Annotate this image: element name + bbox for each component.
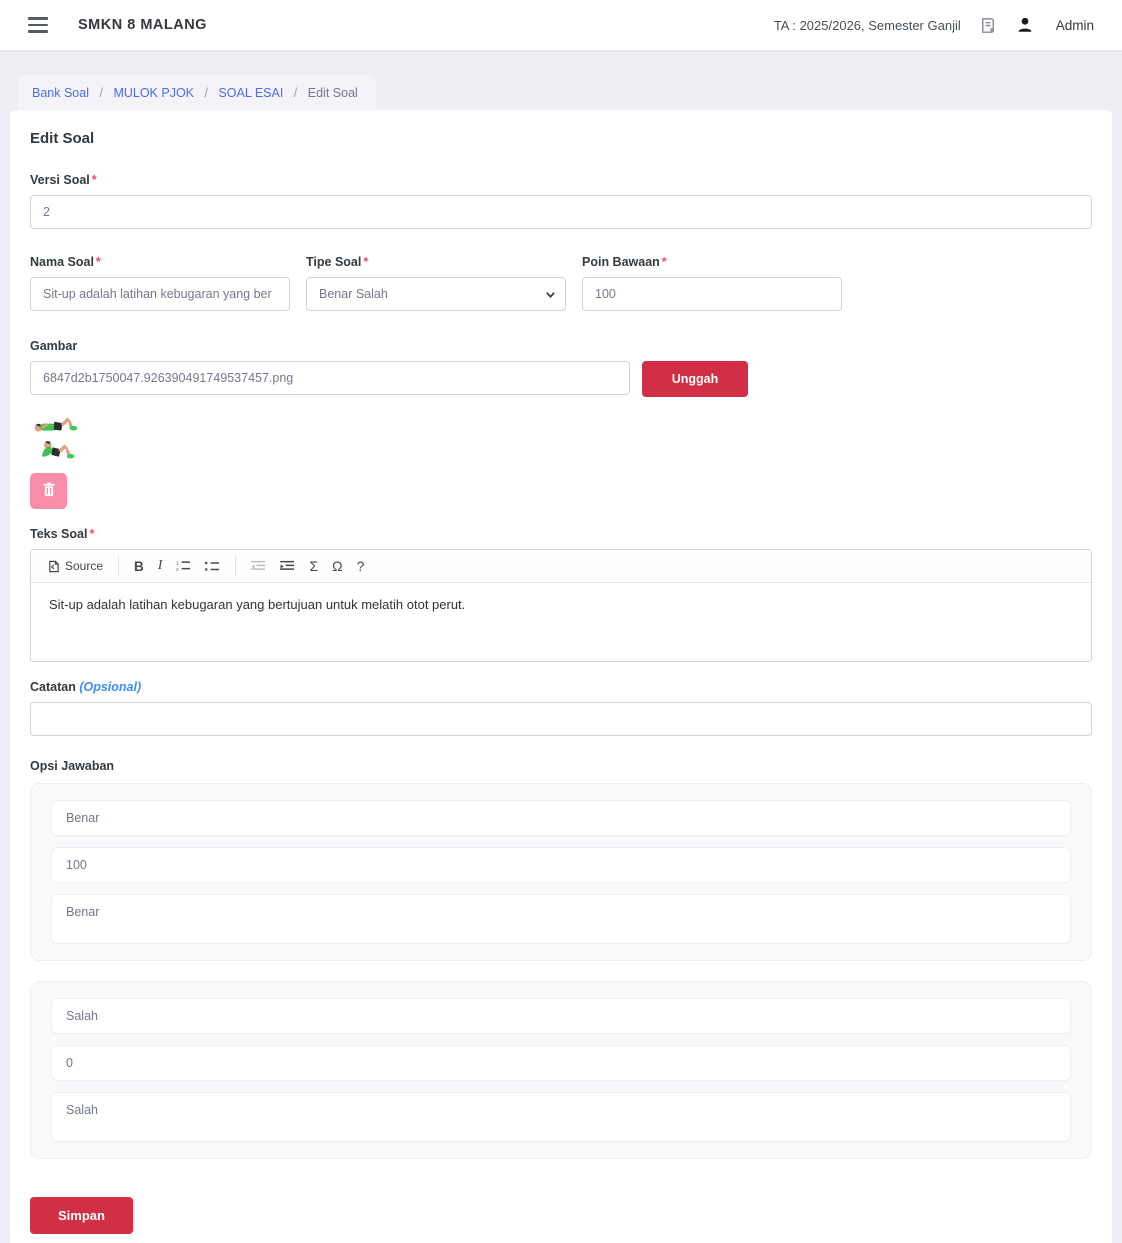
simpan-button[interactable]: Simpan xyxy=(30,1197,133,1234)
outdent-icon xyxy=(251,560,266,570)
opsi-jawaban-label: Opsi Jawaban xyxy=(30,759,115,773)
breadcrumb-link-bank-soal[interactable]: Bank Soal xyxy=(32,86,89,100)
outdent-button xyxy=(245,557,272,576)
catatan-label: Catatan (Opsional) xyxy=(30,680,142,694)
hamburger-menu-icon[interactable] xyxy=(28,17,48,33)
toolbar-divider xyxy=(118,556,120,576)
rich-text-editor: Source B I 1 2 xyxy=(30,549,1092,662)
math-formula-button[interactable]: Σ xyxy=(303,555,324,577)
source-icon xyxy=(49,560,59,572)
svg-text:1: 1 xyxy=(177,560,180,565)
delete-image-button[interactable] xyxy=(30,473,67,509)
user-name[interactable]: Admin xyxy=(1055,17,1094,33)
numbered-list-icon: 1 2 xyxy=(177,560,191,572)
required-asterisk: * xyxy=(363,255,369,269)
numbered-list-button[interactable]: 1 2 xyxy=(170,557,197,576)
soal-image-thumbnail xyxy=(34,417,78,459)
teks-soal-label: Teks Soal * xyxy=(30,527,95,541)
breadcrumb-separator: / xyxy=(204,86,208,100)
unggah-button[interactable]: Unggah xyxy=(642,361,748,397)
option-point-input[interactable] xyxy=(51,847,1071,883)
poin-bawaan-label: Poin Bawaan * xyxy=(582,255,667,269)
breadcrumb-current: Edit Soal xyxy=(307,86,358,100)
user-avatar-icon[interactable] xyxy=(1016,16,1034,34)
toolbar-divider xyxy=(235,556,237,576)
catatan-textarea[interactable] xyxy=(30,702,1092,736)
tipe-soal-select[interactable]: Benar Salah xyxy=(306,277,566,311)
required-asterisk: * xyxy=(95,255,101,269)
bulleted-list-button[interactable] xyxy=(199,557,226,576)
bold-button[interactable]: B xyxy=(128,556,150,577)
answer-option-group: Salah xyxy=(30,981,1092,1159)
required-asterisk: * xyxy=(91,173,97,187)
versi-soal-label: Versi Soal * xyxy=(30,173,97,187)
gambar-label: Gambar xyxy=(30,339,78,353)
gambar-filename-input[interactable] xyxy=(30,361,630,395)
option-label-input[interactable] xyxy=(51,998,1071,1034)
required-asterisk: * xyxy=(89,527,95,541)
option-text-textarea[interactable]: Benar xyxy=(51,894,1071,944)
versi-soal-input xyxy=(30,195,1092,229)
required-asterisk: * xyxy=(661,255,667,269)
topbar: SMKN 8 MALANG TA : 2025/2026, Semester G… xyxy=(0,0,1122,50)
page-title: Edit Soal xyxy=(30,130,95,147)
edit-soal-card: Edit Soal Versi Soal* Nama Soal* Tipe So… xyxy=(10,110,1112,1243)
editor-content[interactable]: Sit-up adalah latihan kebugaran yang ber… xyxy=(49,597,466,612)
breadcrumb-link-soal-esai[interactable]: SOAL ESAI xyxy=(218,86,284,100)
answer-option-group: Benar xyxy=(30,783,1092,961)
semester-info: TA : 2025/2026, Semester Ganjil xyxy=(773,17,961,33)
app-title: SMKN 8 MALANG xyxy=(78,17,207,33)
trash-icon xyxy=(42,482,56,500)
option-point-input[interactable] xyxy=(51,1045,1071,1081)
editor-toolbar: Source B I 1 2 xyxy=(31,550,1091,583)
nama-soal-input[interactable] xyxy=(30,277,290,311)
opsional-tag: (Opsional) xyxy=(79,680,142,694)
special-character-button[interactable]: Ω xyxy=(326,555,348,577)
option-text-textarea[interactable]: Salah xyxy=(51,1092,1071,1142)
tipe-soal-label: Tipe Soal * xyxy=(306,255,369,269)
help-button[interactable]: ? xyxy=(351,555,371,577)
indent-button[interactable] xyxy=(274,557,301,576)
switch-semester-icon[interactable] xyxy=(979,16,998,35)
indent-icon xyxy=(280,560,295,570)
breadcrumb-link-mulok-pjok[interactable]: MULOK PJOK xyxy=(113,86,195,100)
italic-button[interactable]: I xyxy=(152,555,169,577)
breadcrumb: Bank Soal / MULOK PJOK / SOAL ESAI / Edi… xyxy=(18,75,376,110)
breadcrumb-separator: / xyxy=(99,86,103,100)
source-button[interactable]: Source xyxy=(41,556,109,576)
poin-bawaan-input[interactable] xyxy=(582,277,842,311)
nama-soal-label: Nama Soal * xyxy=(30,255,101,269)
bulleted-list-icon xyxy=(205,561,220,571)
svg-text:2: 2 xyxy=(177,567,180,572)
breadcrumb-separator: / xyxy=(293,86,298,100)
option-label-input[interactable] xyxy=(51,800,1071,836)
